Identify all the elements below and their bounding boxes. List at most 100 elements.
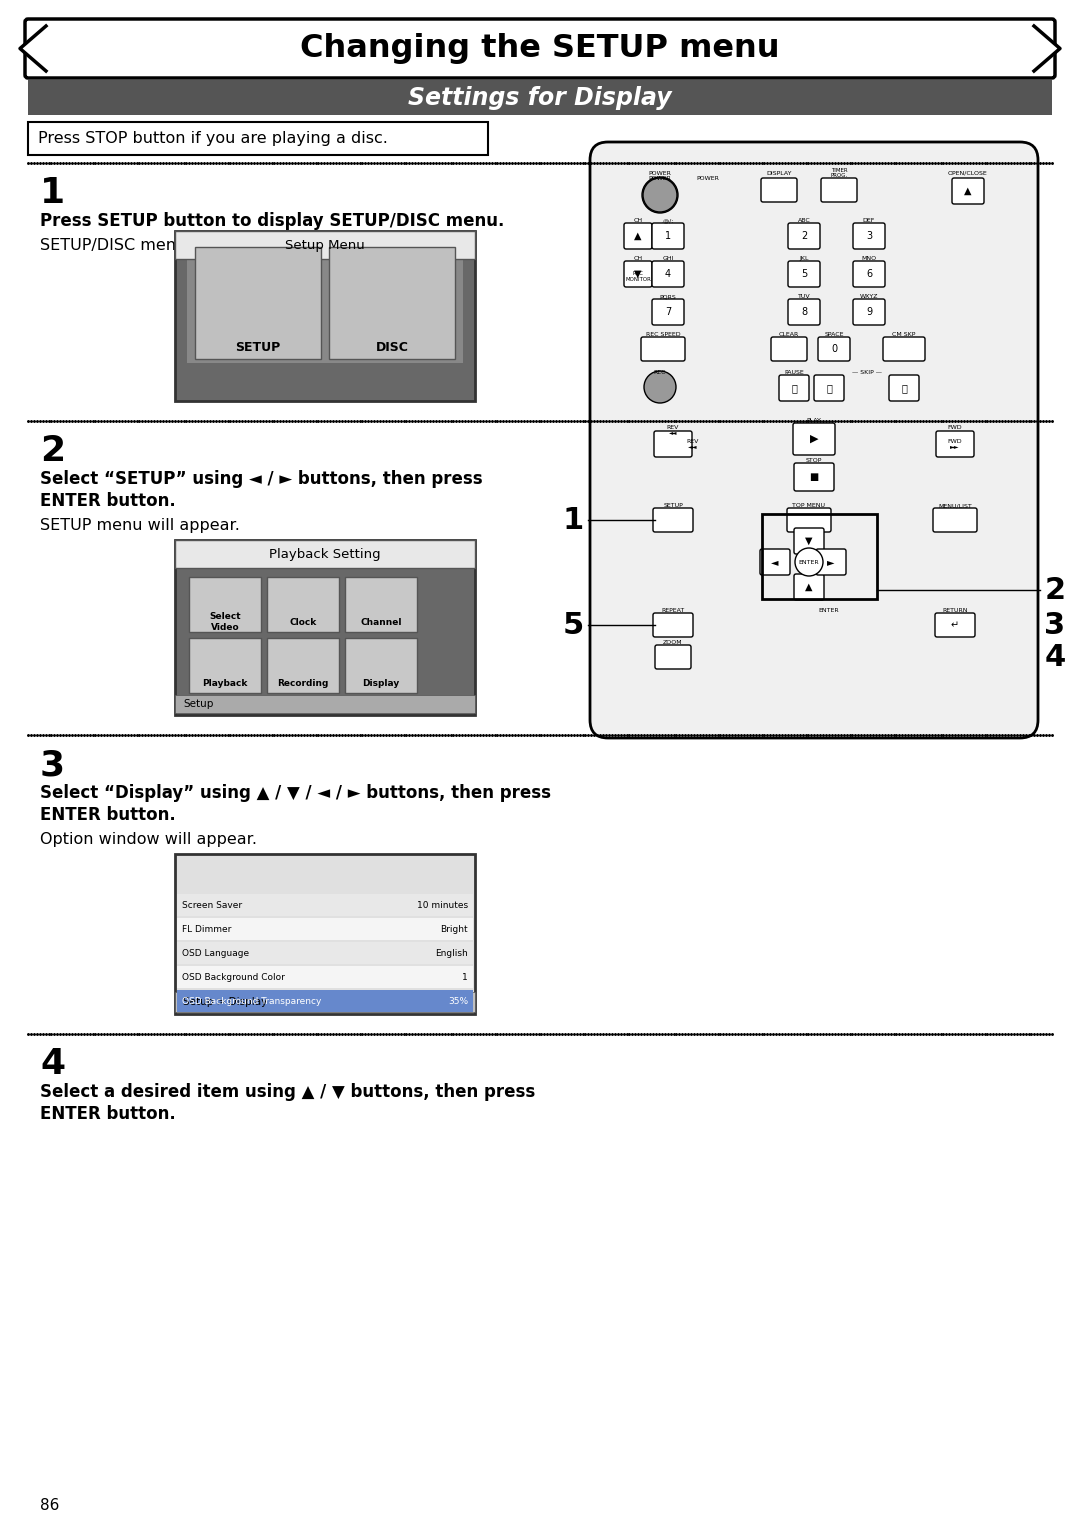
Text: 4: 4 xyxy=(665,269,671,279)
Text: Setup: Setup xyxy=(183,699,214,710)
Text: CH: CH xyxy=(634,256,643,261)
Bar xyxy=(177,942,473,964)
FancyBboxPatch shape xyxy=(652,261,684,287)
FancyBboxPatch shape xyxy=(590,142,1038,739)
Bar xyxy=(175,230,475,401)
Text: ENTER button.: ENTER button. xyxy=(40,491,176,510)
Text: POWER: POWER xyxy=(697,175,719,180)
FancyBboxPatch shape xyxy=(951,179,984,204)
FancyBboxPatch shape xyxy=(794,528,824,554)
Text: ◄: ◄ xyxy=(771,557,779,568)
Text: OSD Language: OSD Language xyxy=(183,949,249,957)
Bar xyxy=(195,247,321,359)
FancyBboxPatch shape xyxy=(788,261,820,287)
FancyBboxPatch shape xyxy=(933,508,977,533)
Text: ⏮: ⏮ xyxy=(826,383,832,394)
FancyBboxPatch shape xyxy=(642,337,685,362)
FancyBboxPatch shape xyxy=(788,299,820,325)
Bar xyxy=(177,990,473,1012)
Text: 1: 1 xyxy=(462,972,468,981)
Text: Clock: Clock xyxy=(289,618,316,627)
Text: Select “Display” using ▲ / ▼ / ◄ / ► buttons, then press: Select “Display” using ▲ / ▼ / ◄ / ► but… xyxy=(40,784,551,803)
Text: DISC: DISC xyxy=(376,340,408,354)
Text: POWER: POWER xyxy=(649,175,672,180)
Text: GHI: GHI xyxy=(662,256,674,261)
Bar xyxy=(329,247,455,359)
FancyBboxPatch shape xyxy=(652,223,684,249)
FancyBboxPatch shape xyxy=(624,261,652,287)
FancyBboxPatch shape xyxy=(760,549,789,575)
Bar xyxy=(345,638,417,693)
Bar xyxy=(189,638,261,693)
FancyBboxPatch shape xyxy=(652,299,684,325)
Text: SPACE: SPACE xyxy=(824,333,843,337)
Bar xyxy=(177,966,473,987)
Text: Settings for Display: Settings for Display xyxy=(408,85,672,110)
FancyBboxPatch shape xyxy=(654,430,692,456)
Text: ENTER: ENTER xyxy=(819,607,839,613)
Text: TUV: TUV xyxy=(798,295,810,299)
Text: REC SPEED: REC SPEED xyxy=(646,333,680,337)
Circle shape xyxy=(644,371,676,403)
Bar xyxy=(267,638,339,693)
Text: ►: ► xyxy=(827,557,835,568)
Bar xyxy=(177,894,473,916)
Text: 35%: 35% xyxy=(448,996,468,1006)
Text: 5: 5 xyxy=(563,610,583,639)
Text: TIMER
PROG.: TIMER PROG. xyxy=(831,168,848,179)
Text: ▲: ▲ xyxy=(634,230,642,241)
FancyBboxPatch shape xyxy=(787,508,831,533)
Text: ▼: ▼ xyxy=(634,269,642,279)
Text: 5: 5 xyxy=(801,269,807,279)
FancyBboxPatch shape xyxy=(935,613,975,636)
Text: PLAY: PLAY xyxy=(807,418,822,423)
Text: 2: 2 xyxy=(40,433,65,468)
Circle shape xyxy=(643,179,677,212)
Polygon shape xyxy=(21,26,46,72)
Text: ENTER button.: ENTER button. xyxy=(40,806,176,824)
FancyBboxPatch shape xyxy=(779,375,809,401)
Text: ↵: ↵ xyxy=(950,620,959,630)
Text: 10 minutes: 10 minutes xyxy=(417,900,468,909)
Text: REV
◄◄: REV ◄◄ xyxy=(687,438,699,449)
Text: PAUSE: PAUSE xyxy=(784,369,804,375)
Polygon shape xyxy=(1034,26,1059,72)
FancyBboxPatch shape xyxy=(936,430,974,456)
Text: 2: 2 xyxy=(801,230,807,241)
Text: Recording: Recording xyxy=(278,679,328,688)
Text: FWD
►►: FWD ►► xyxy=(947,438,962,449)
Text: Display: Display xyxy=(363,679,400,688)
Text: STOP: STOP xyxy=(806,458,822,462)
Text: 4: 4 xyxy=(1044,642,1066,671)
Text: WXYZ: WXYZ xyxy=(860,295,878,299)
Text: SETUP: SETUP xyxy=(663,504,683,508)
Text: ◄◄: ◄◄ xyxy=(669,430,677,435)
Bar xyxy=(175,540,475,716)
FancyBboxPatch shape xyxy=(788,223,820,249)
FancyBboxPatch shape xyxy=(816,549,846,575)
Text: 1: 1 xyxy=(665,230,671,241)
Text: CM SKP: CM SKP xyxy=(892,333,916,337)
Text: CH: CH xyxy=(634,218,643,223)
FancyBboxPatch shape xyxy=(814,375,843,401)
Text: ⏸: ⏸ xyxy=(791,383,797,394)
Text: Setup > Display: Setup > Display xyxy=(183,996,267,1007)
Text: 3: 3 xyxy=(866,230,872,241)
Bar xyxy=(175,540,475,568)
Text: ■: ■ xyxy=(809,472,819,482)
FancyBboxPatch shape xyxy=(853,261,885,287)
Text: Select
Video: Select Video xyxy=(210,612,241,632)
Text: REV: REV xyxy=(666,426,679,430)
Text: Playback Setting: Playback Setting xyxy=(269,548,381,560)
FancyBboxPatch shape xyxy=(761,179,797,201)
FancyBboxPatch shape xyxy=(889,375,919,401)
Text: Playback: Playback xyxy=(202,679,247,688)
Text: PQRS: PQRS xyxy=(660,295,676,299)
Bar xyxy=(175,230,475,259)
Text: Bright: Bright xyxy=(441,925,468,934)
Text: 3: 3 xyxy=(40,748,65,781)
FancyBboxPatch shape xyxy=(794,462,834,491)
Text: DEF: DEF xyxy=(863,218,875,223)
FancyBboxPatch shape xyxy=(853,299,885,325)
Bar xyxy=(761,514,877,600)
